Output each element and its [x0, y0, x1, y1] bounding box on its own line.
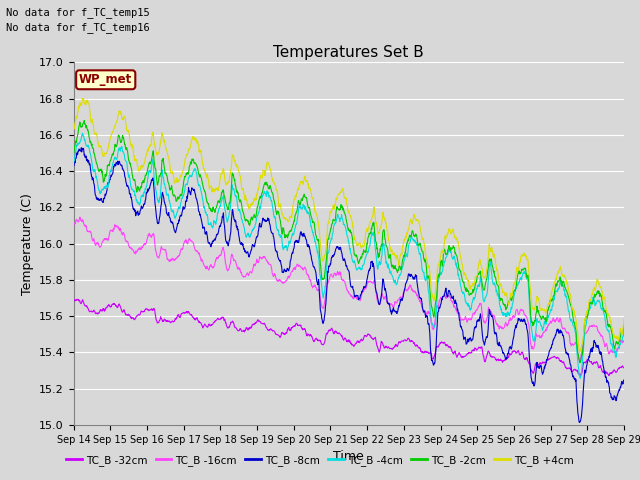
Y-axis label: Temperature (C): Temperature (C) [20, 192, 33, 295]
Legend: TC_B -32cm, TC_B -16cm, TC_B -8cm, TC_B -4cm, TC_B -2cm, TC_B +4cm: TC_B -32cm, TC_B -16cm, TC_B -8cm, TC_B … [62, 451, 578, 470]
Text: No data for f_TC_temp15: No data for f_TC_temp15 [6, 7, 150, 18]
X-axis label: Time: Time [333, 450, 364, 463]
Text: No data for f_TC_temp16: No data for f_TC_temp16 [6, 22, 150, 33]
Text: WP_met: WP_met [79, 73, 132, 86]
Title: Temperatures Set B: Temperatures Set B [273, 45, 424, 60]
